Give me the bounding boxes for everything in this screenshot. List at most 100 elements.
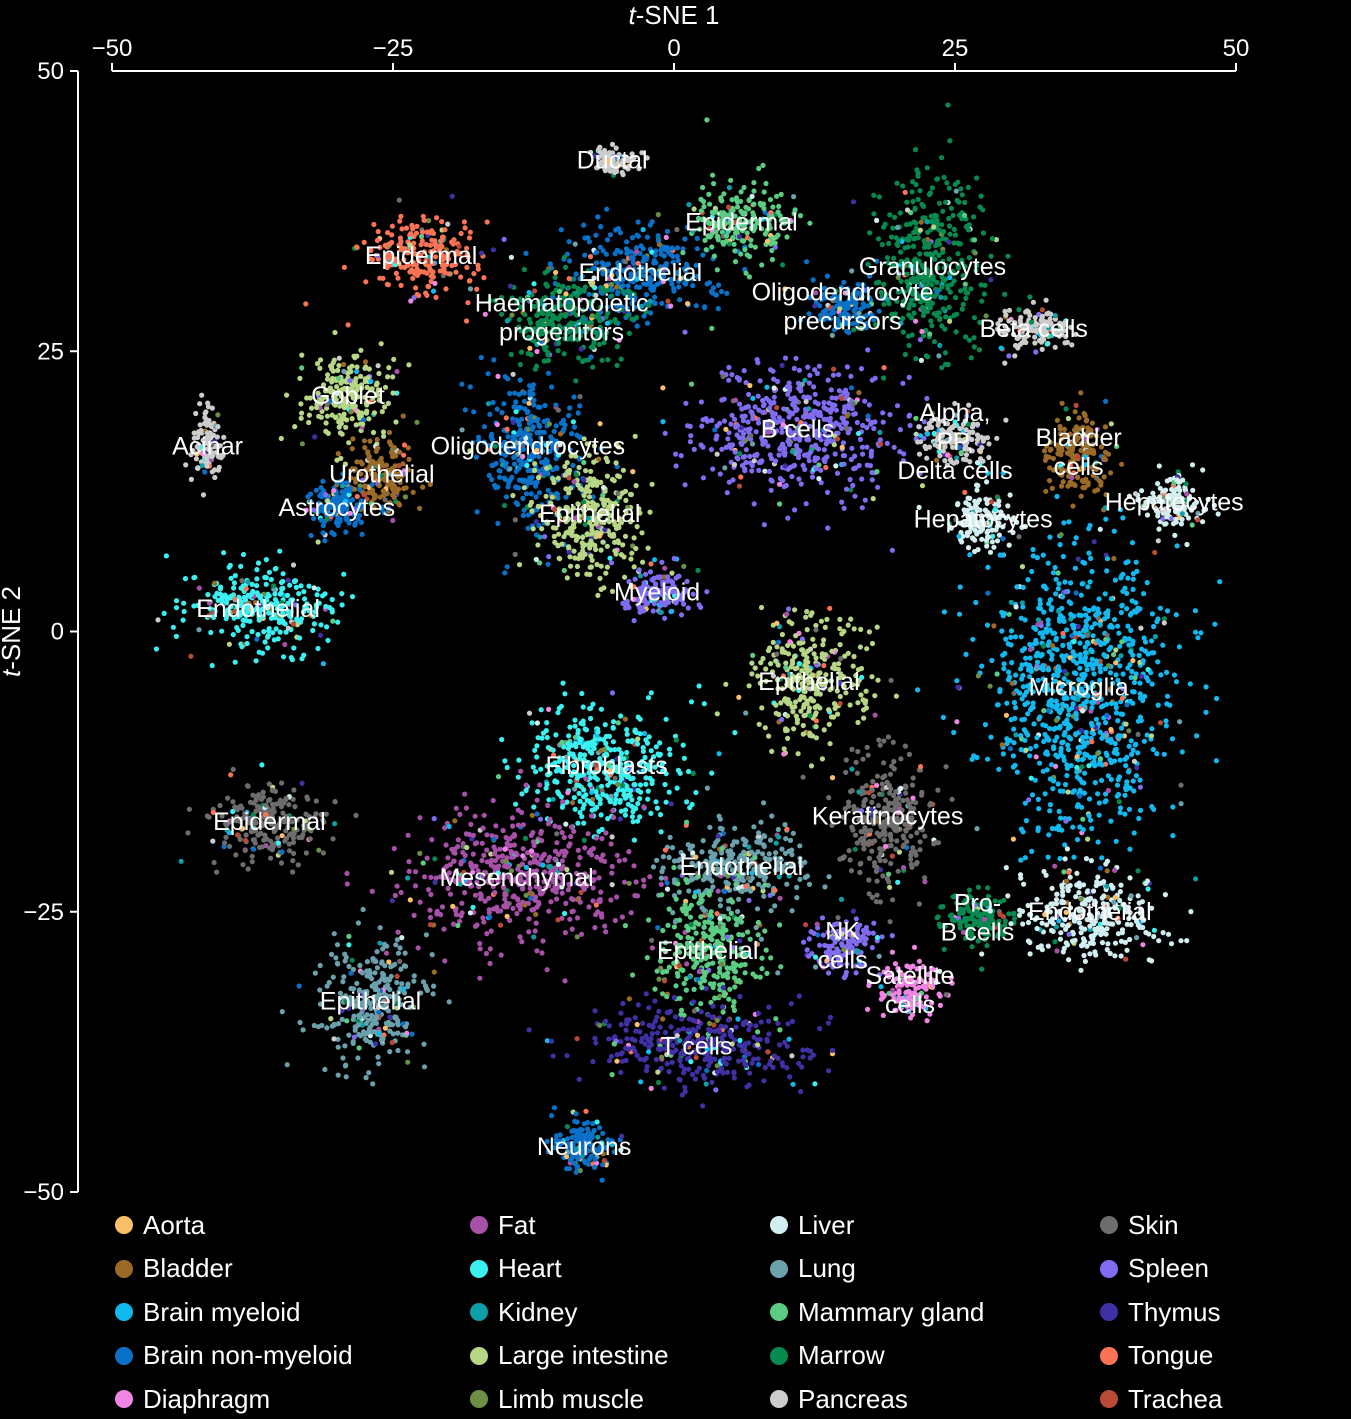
data-point <box>555 348 561 354</box>
data-point <box>871 211 877 217</box>
data-point <box>747 382 753 389</box>
data-point <box>625 283 631 289</box>
data-point <box>963 290 969 296</box>
data-point <box>397 449 403 455</box>
data-point <box>609 272 615 278</box>
data-point <box>684 224 691 230</box>
data-point <box>565 468 571 474</box>
data-point <box>546 421 553 427</box>
data-point <box>244 634 250 640</box>
data-point <box>981 291 988 297</box>
data-point <box>770 204 776 210</box>
data-point <box>913 356 919 362</box>
data-point <box>919 201 925 207</box>
data-point <box>633 545 639 552</box>
data-point <box>991 544 997 550</box>
data-point <box>685 301 691 307</box>
data-point <box>585 235 591 241</box>
data-point <box>824 489 831 495</box>
data-point <box>660 278 667 284</box>
data-point <box>876 194 882 200</box>
data-point <box>973 268 979 274</box>
data-point <box>1068 580 1074 586</box>
data-point <box>720 373 726 380</box>
data-point <box>571 394 577 400</box>
data-point <box>594 249 600 255</box>
data-point <box>312 434 318 440</box>
data-point <box>971 315 978 321</box>
data-point <box>926 444 933 450</box>
cluster-points <box>303 193 507 328</box>
data-point <box>238 585 244 591</box>
data-point <box>767 217 773 223</box>
data-point <box>774 193 780 199</box>
data-point <box>881 224 887 230</box>
data-point <box>759 226 765 232</box>
data-point <box>1073 402 1079 408</box>
data-point <box>593 260 600 266</box>
data-point <box>586 239 593 245</box>
data-point <box>912 206 918 212</box>
data-point <box>947 231 953 237</box>
data-point <box>918 299 924 305</box>
data-point <box>579 358 586 365</box>
data-point <box>615 226 622 232</box>
data-point <box>776 203 782 209</box>
data-point <box>361 239 367 245</box>
data-point <box>533 494 539 500</box>
data-point <box>726 377 732 383</box>
data-point <box>590 364 596 370</box>
data-point <box>713 229 719 235</box>
data-point <box>962 212 968 218</box>
scatter-points <box>153 102 1223 1183</box>
data-point <box>614 362 620 368</box>
data-point <box>542 534 548 540</box>
data-point <box>278 435 284 442</box>
data-point <box>600 492 606 498</box>
data-point <box>354 244 360 250</box>
data-point <box>378 341 384 347</box>
data-point <box>932 256 938 262</box>
data-point <box>714 222 720 228</box>
data-point <box>756 165 762 172</box>
data-point <box>1054 417 1060 423</box>
data-point <box>1000 536 1006 542</box>
data-point <box>710 290 716 296</box>
data-point <box>852 411 859 417</box>
data-point <box>871 425 877 432</box>
data-point <box>897 427 904 433</box>
data-point <box>405 250 411 256</box>
data-point <box>816 476 822 482</box>
data-point <box>905 244 911 250</box>
data-point <box>204 422 210 428</box>
data-point <box>600 261 607 267</box>
data-point <box>792 507 798 513</box>
data-point <box>313 487 319 493</box>
data-point <box>822 459 828 465</box>
data-point <box>566 276 572 282</box>
data-point <box>931 339 938 345</box>
data-point <box>420 213 426 219</box>
data-point <box>331 488 337 494</box>
data-point <box>718 288 725 295</box>
data-point <box>217 586 223 592</box>
data-point <box>1195 635 1201 641</box>
data-point <box>907 422 913 429</box>
data-point <box>581 222 587 228</box>
data-point <box>618 277 624 283</box>
data-point <box>750 416 756 422</box>
data-point <box>1069 342 1075 348</box>
data-point <box>368 247 374 253</box>
data-point <box>474 509 480 515</box>
data-point <box>423 241 429 247</box>
data-point <box>742 246 748 253</box>
data-point <box>851 466 857 472</box>
data-point <box>678 275 684 281</box>
data-point <box>526 400 532 406</box>
data-point <box>507 283 514 289</box>
data-point <box>898 249 904 255</box>
data-point <box>265 645 271 651</box>
data-point <box>408 298 414 304</box>
data-point <box>927 331 933 337</box>
data-point <box>1172 532 1178 539</box>
